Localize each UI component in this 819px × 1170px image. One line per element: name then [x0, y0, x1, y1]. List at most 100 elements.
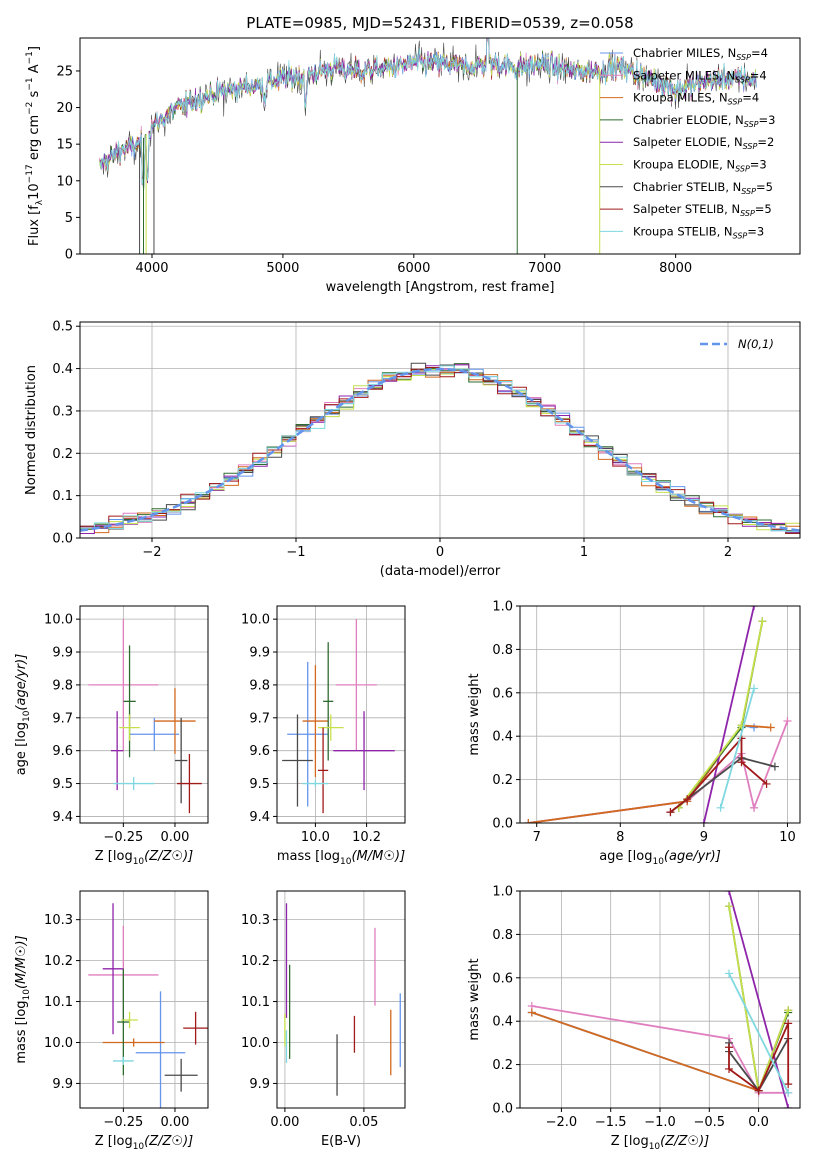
y-tick-label: 15 — [56, 138, 73, 153]
y-tick-label: 0.2 — [52, 447, 73, 462]
y-tick-label: 10.1 — [44, 995, 73, 1010]
weight-line — [531, 1005, 789, 1094]
weight-marker — [725, 969, 734, 978]
y-tick-label: 0.5 — [52, 320, 73, 335]
normal-curve — [80, 367, 800, 532]
x-tick-label: −0.5 — [694, 1115, 726, 1130]
weight-marker — [770, 762, 779, 771]
y-tick-label: 25 — [56, 64, 73, 79]
legend-entry: Kroupa ELODIE, NSSP=3 — [633, 158, 767, 174]
panel-age-vs-mass: 10.0 10.2 9.4 9.5 9.6 9.7 9.8 9.9 10.0 mass [log1… — [241, 605, 406, 867]
legend-entry: Kroupa STELIB, NSSP=3 — [633, 224, 764, 240]
panel-mass-vs-ebv: 0.00 0.05 9.9 10.0 10.1 10.2 10.3 E(B-V) — [241, 890, 406, 1149]
axes-frame — [519, 890, 801, 1109]
legend-entry: Salpeter STELIB, NSSP=5 — [633, 202, 772, 218]
axes-frame — [276, 605, 406, 824]
weight-marker — [750, 606, 759, 610]
x-tick-label: −2.0 — [546, 1115, 578, 1130]
weight-marker — [784, 1088, 793, 1097]
y-axis-label: age [log10(age/yr)] — [14, 654, 32, 776]
plot-area — [284, 903, 401, 1096]
x-tick-label: 1 — [580, 545, 588, 560]
x-tick-label: 10 — [779, 830, 796, 845]
y-tick-label: 9.4 — [249, 810, 270, 825]
panel-mass-vs-Z: −0.25 0.00 9.9 10.0 10.1 10.2 10.3 Z [log10(Z/Z… — [14, 890, 209, 1152]
y-axis-label: mass weight — [467, 673, 482, 755]
y-tick-label: 0.0 — [492, 817, 513, 832]
x-tick-label: −1 — [286, 545, 305, 560]
weight-marker — [737, 758, 746, 767]
weight-line — [719, 688, 755, 809]
plot-area — [282, 619, 395, 814]
spectrum-line — [99, 38, 757, 194]
panel-mass-weight-vs-age: 7 8 9 10 0.0 0.2 0.4 0.6 0.8 1.0 age [log10(age/yr… — [467, 600, 801, 867]
weight-marker — [750, 803, 759, 812]
y-tick-label: 10.2 — [44, 954, 73, 969]
y-tick-label: 0.4 — [52, 362, 73, 377]
plot-area — [88, 903, 208, 1108]
y-tick-label: 0.3 — [52, 404, 73, 419]
x-tick-label: 0.0 — [748, 1115, 769, 1130]
y-tick-label: 9.7 — [52, 711, 73, 726]
x-tick-label: −1.5 — [595, 1115, 627, 1130]
x-tick-label: 8 — [616, 830, 624, 845]
weight-marker — [725, 1064, 734, 1073]
weight-marker — [527, 1008, 536, 1017]
x-tick-label: 0.00 — [160, 1115, 189, 1130]
y-tick-label: 9.8 — [249, 678, 270, 693]
x-tick-label: 0.05 — [349, 1115, 378, 1130]
plot-area — [80, 362, 800, 538]
y-axis-label: Normed distribution — [24, 365, 39, 495]
x-tick-label: 10.2 — [352, 830, 381, 845]
x-tick-label: 8000 — [659, 261, 692, 276]
x-axis-label: wavelength [Angstrom, rest frame] — [326, 280, 555, 295]
legend-entry: Salpeter ELODIE, NSSP=2 — [633, 135, 774, 151]
y-tick-label: 20 — [56, 101, 73, 116]
y-tick-label: 0.2 — [492, 773, 513, 788]
x-tick-label: 0.00 — [160, 830, 189, 845]
x-tick-label: −0.25 — [103, 830, 143, 845]
axes-frame — [79, 321, 801, 539]
panel-residuals: −2 −1 0 1 2 0.0 0.1 0.2 0.3 0.4 0.5 (data-model)/er… — [24, 320, 801, 579]
y-tick-label: 10.3 — [44, 913, 73, 928]
y-tick-label: 10.3 — [241, 913, 270, 928]
y-tick-label: 9.9 — [52, 646, 73, 661]
histogram-kroupa-stelib — [80, 365, 800, 538]
y-tick-label: 9.9 — [249, 646, 270, 661]
axes-frame — [276, 890, 406, 1109]
y-tick-label: 10.2 — [241, 954, 270, 969]
legend-entry: Kroupa MILES, NSSP=4 — [633, 91, 759, 107]
weight-marker — [699, 819, 708, 823]
weight-marker — [725, 902, 734, 911]
axes-frame — [79, 890, 209, 1109]
y-tick-label: 0.8 — [492, 643, 513, 658]
plot-area — [527, 891, 793, 1108]
y-tick-label: 1.0 — [492, 885, 513, 900]
y-tick-label: 9.5 — [52, 777, 73, 792]
weight-marker — [766, 723, 775, 732]
y-tick-label: 0.1 — [52, 489, 73, 504]
x-tick-label: 6000 — [397, 261, 430, 276]
y-tick-label: 0.0 — [492, 1102, 513, 1117]
legend-entry: Chabrier ELODIE, NSSP=3 — [633, 113, 775, 129]
y-tick-label: 10 — [56, 174, 73, 189]
axes-frame — [79, 37, 801, 255]
weight-marker — [754, 1086, 763, 1095]
weight-line — [528, 724, 771, 823]
x-axis-label: Z [log10(Z/Z☉)] — [611, 1134, 709, 1152]
y-axis-label: Flux [fλ10−17 erg cm−2 s−1 A−1] — [25, 46, 45, 246]
y-tick-label: 10.0 — [44, 1036, 73, 1051]
axes-frame — [79, 605, 209, 824]
x-tick-label: 5000 — [266, 261, 299, 276]
weight-marker — [524, 819, 533, 823]
weight-marker — [784, 1019, 793, 1028]
x-tick-label: 7000 — [528, 261, 561, 276]
x-axis-label: Z [log10(Z/Z☉)] — [95, 849, 193, 867]
x-tick-label: −1.0 — [644, 1115, 676, 1130]
x-tick-label: 2 — [724, 545, 732, 560]
y-tick-label: 0.8 — [492, 928, 513, 943]
weight-line — [669, 756, 776, 813]
panel-age-vs-Z: −0.25 0.00 9.4 9.5 9.6 9.7 9.8 9.9 10.0 Z [log10(… — [14, 605, 209, 867]
y-tick-label: 10.0 — [44, 613, 73, 628]
weight-marker — [784, 1080, 793, 1089]
